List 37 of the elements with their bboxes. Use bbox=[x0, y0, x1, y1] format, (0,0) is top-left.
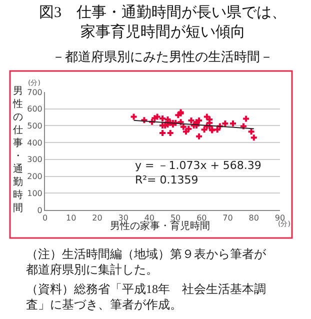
point bbox=[230, 120, 236, 127]
point bbox=[240, 123, 246, 130]
point bbox=[167, 130, 174, 136]
y-tick-label: 0 bbox=[37, 206, 42, 215]
x-tick-label: 20 bbox=[92, 214, 102, 223]
point bbox=[196, 133, 202, 140]
point bbox=[186, 126, 192, 132]
point bbox=[248, 128, 254, 135]
chart-subtitle: －都道府県別にみた男性の生活時間－ bbox=[52, 49, 273, 64]
x-tick-label: 10 bbox=[66, 214, 76, 223]
point bbox=[188, 117, 194, 124]
text: （注）生活時間編（地域）第９表から筆者が都道府県別に集計した。 bbox=[26, 247, 267, 277]
y-tick-label: 200 bbox=[27, 172, 42, 182]
point bbox=[178, 119, 184, 126]
point bbox=[243, 116, 250, 122]
chart-title: 図3 仕事・通勤時間が長い県では、家事育児時間が短い傾向 bbox=[39, 4, 286, 40]
y-tick-label: 300 bbox=[27, 155, 42, 164]
x-tick-label: 80 bbox=[248, 214, 259, 223]
point bbox=[180, 124, 186, 130]
text: （資料）総務省「平成18年 社会生活基本調査」に基づき、筆者が作成。 bbox=[26, 282, 266, 312]
x-axis-title: 男性の家事・育児時間 bbox=[110, 220, 210, 232]
y-tick-label: 100 bbox=[27, 188, 42, 198]
point bbox=[160, 115, 166, 122]
y-tick-label: 500 bbox=[27, 122, 42, 131]
point bbox=[130, 114, 137, 120]
x-tick-label: 70 bbox=[222, 214, 233, 223]
annotation: y = －1.073x + 568.39 R²= 0.1359 bbox=[135, 159, 262, 186]
point bbox=[201, 126, 208, 133]
point bbox=[214, 126, 220, 133]
text: 男性の仕事・通勤時間 bbox=[13, 86, 23, 214]
point bbox=[222, 120, 228, 127]
y-tick-label: 400 bbox=[27, 138, 42, 148]
x-tick-label: 90 bbox=[274, 214, 286, 223]
point bbox=[160, 130, 166, 136]
y-tick-label: 700 bbox=[27, 88, 42, 97]
y-tick-label: 600 bbox=[27, 104, 42, 114]
point bbox=[250, 134, 257, 141]
